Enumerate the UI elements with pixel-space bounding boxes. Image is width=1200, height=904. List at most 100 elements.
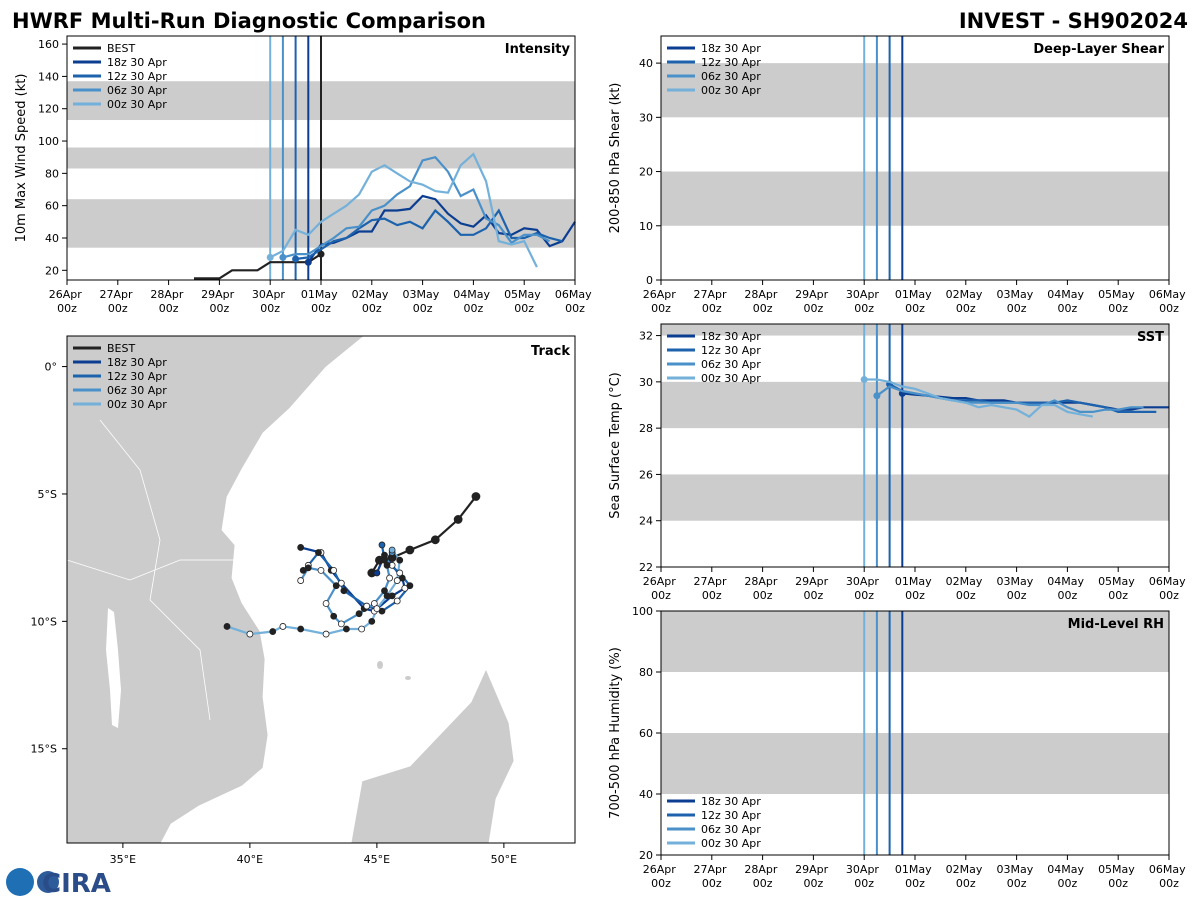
y-tick-label: 20 [45,264,59,277]
track-point [471,492,481,501]
point-marker [317,250,325,258]
series-line [864,378,1093,418]
track-point [304,564,312,572]
track-point [358,625,366,633]
panel-title: Deep-Layer Shear [1033,42,1164,57]
x-tick-label: 06May 00z [555,288,595,315]
legend-label: BEST [107,342,135,355]
x-tick-label: 26Apr 00z [643,288,680,315]
legend-label: 18z 30 Apr [107,356,167,369]
x-tick-label: 03May 00z [996,575,1036,602]
x-tick-label: 27Apr 00z [694,863,731,890]
x-tick-label: 28Apr 00z [150,288,187,315]
x-tick-label: 29Apr 00z [795,575,832,602]
y-tick-label: 80 [639,666,653,679]
x-tick-label: 28Apr 00z [744,863,781,890]
point-marker [292,255,300,263]
panel-title: Track [531,344,570,359]
track-point [453,515,463,524]
legend-label: 18z 30 Apr [701,42,761,55]
x-tick-label: 26Apr 00z [643,863,680,890]
x-tick-label: 05May 00z [1098,288,1138,315]
series-line [194,253,322,280]
legend-label: 06z 30 Apr [107,384,167,397]
x-tick-label: 28Apr 00z [744,575,781,602]
track-point [383,592,391,600]
y-tick-label: 28 [639,422,653,435]
legend-label: 18z 30 Apr [701,795,761,808]
x-tick-label: 05May 00z [504,288,544,315]
x-tick-label: 06May 00z [1149,288,1189,315]
legend-label: 06z 30 Apr [701,70,761,83]
series-line [282,155,551,259]
legend-label: 18z 30 Apr [701,330,761,343]
track-point [393,597,401,605]
track-point [322,600,330,607]
track-point [223,623,231,630]
series-line [269,152,538,268]
y-tick-label: 40 [45,232,59,245]
panel-title: Intensity [505,42,571,57]
x-tick-label: 27Apr 00z [694,288,731,315]
logo-icon [37,871,59,893]
legend-label: 12z 30 Apr [701,56,761,69]
x-tick-label: 28Apr 00z [744,288,781,315]
y-tick-label: 80 [45,167,59,180]
x-tick-label: 03May 00z [402,288,442,315]
legend-label: 00z 30 Apr [107,398,167,411]
track-point [246,630,254,638]
track-point [297,577,305,584]
x-tick-label: 27Apr 00z [100,288,137,315]
x-tick-label: 45°E [364,853,390,866]
point-marker [304,258,312,266]
storm-id: INVEST - SH902024 [959,9,1188,33]
track-point [396,556,404,564]
track-point [297,544,305,551]
track-point [317,566,325,574]
y-tick-label: 32 [639,330,653,343]
track-point [279,623,287,630]
track-point [330,566,338,574]
track-point [396,569,404,577]
track-point [373,569,381,577]
shaded-band [661,733,1169,794]
x-tick-label: 29Apr 00z [795,863,832,890]
shaded-band [661,324,1169,336]
figure-title: HWRF Multi-Run Diagnostic Comparison [12,9,486,33]
series-line [307,194,576,263]
x-tick-label: 01May 00z [301,288,341,315]
island [405,676,411,680]
x-tick-label: 02May 00z [352,288,392,315]
y-axis-label: 700-500 hPa Humidity (%) [608,647,623,819]
point-marker [279,253,287,261]
legend-label: 00z 30 Apr [701,837,761,850]
track-point [297,625,305,633]
x-tick-label: 01May 00z [895,863,935,890]
y-tick-label: 20 [639,166,653,179]
x-tick-label: 05May 00z [1098,575,1138,602]
track-point [355,610,363,618]
series-line [876,385,1144,413]
shaded-band [661,611,1169,672]
legend-label: BEST [107,42,135,55]
x-tick-label: 02May 00z [946,288,986,315]
land-africa [66,335,366,844]
x-tick-label: 27Apr 00z [694,575,731,602]
x-tick-label: 04May 00z [453,288,493,315]
x-tick-label: 05May 00z [1098,863,1138,890]
legend-label: 12z 30 Apr [701,344,761,357]
y-tick-label: 30 [639,376,653,389]
legend-label: 12z 30 Apr [107,370,167,383]
border [66,559,240,581]
track-point [378,541,386,549]
track-point [342,625,350,633]
legend-label: 12z 30 Apr [107,70,167,83]
y-axis-label: Sea Surface Temp (°C) [608,372,623,519]
track-point [269,628,277,635]
panel-title: SST [1137,330,1164,345]
x-tick-label: 35°E [110,853,136,866]
y-tick-label: 100 [632,605,653,618]
island [377,661,383,669]
track-point [383,561,391,569]
